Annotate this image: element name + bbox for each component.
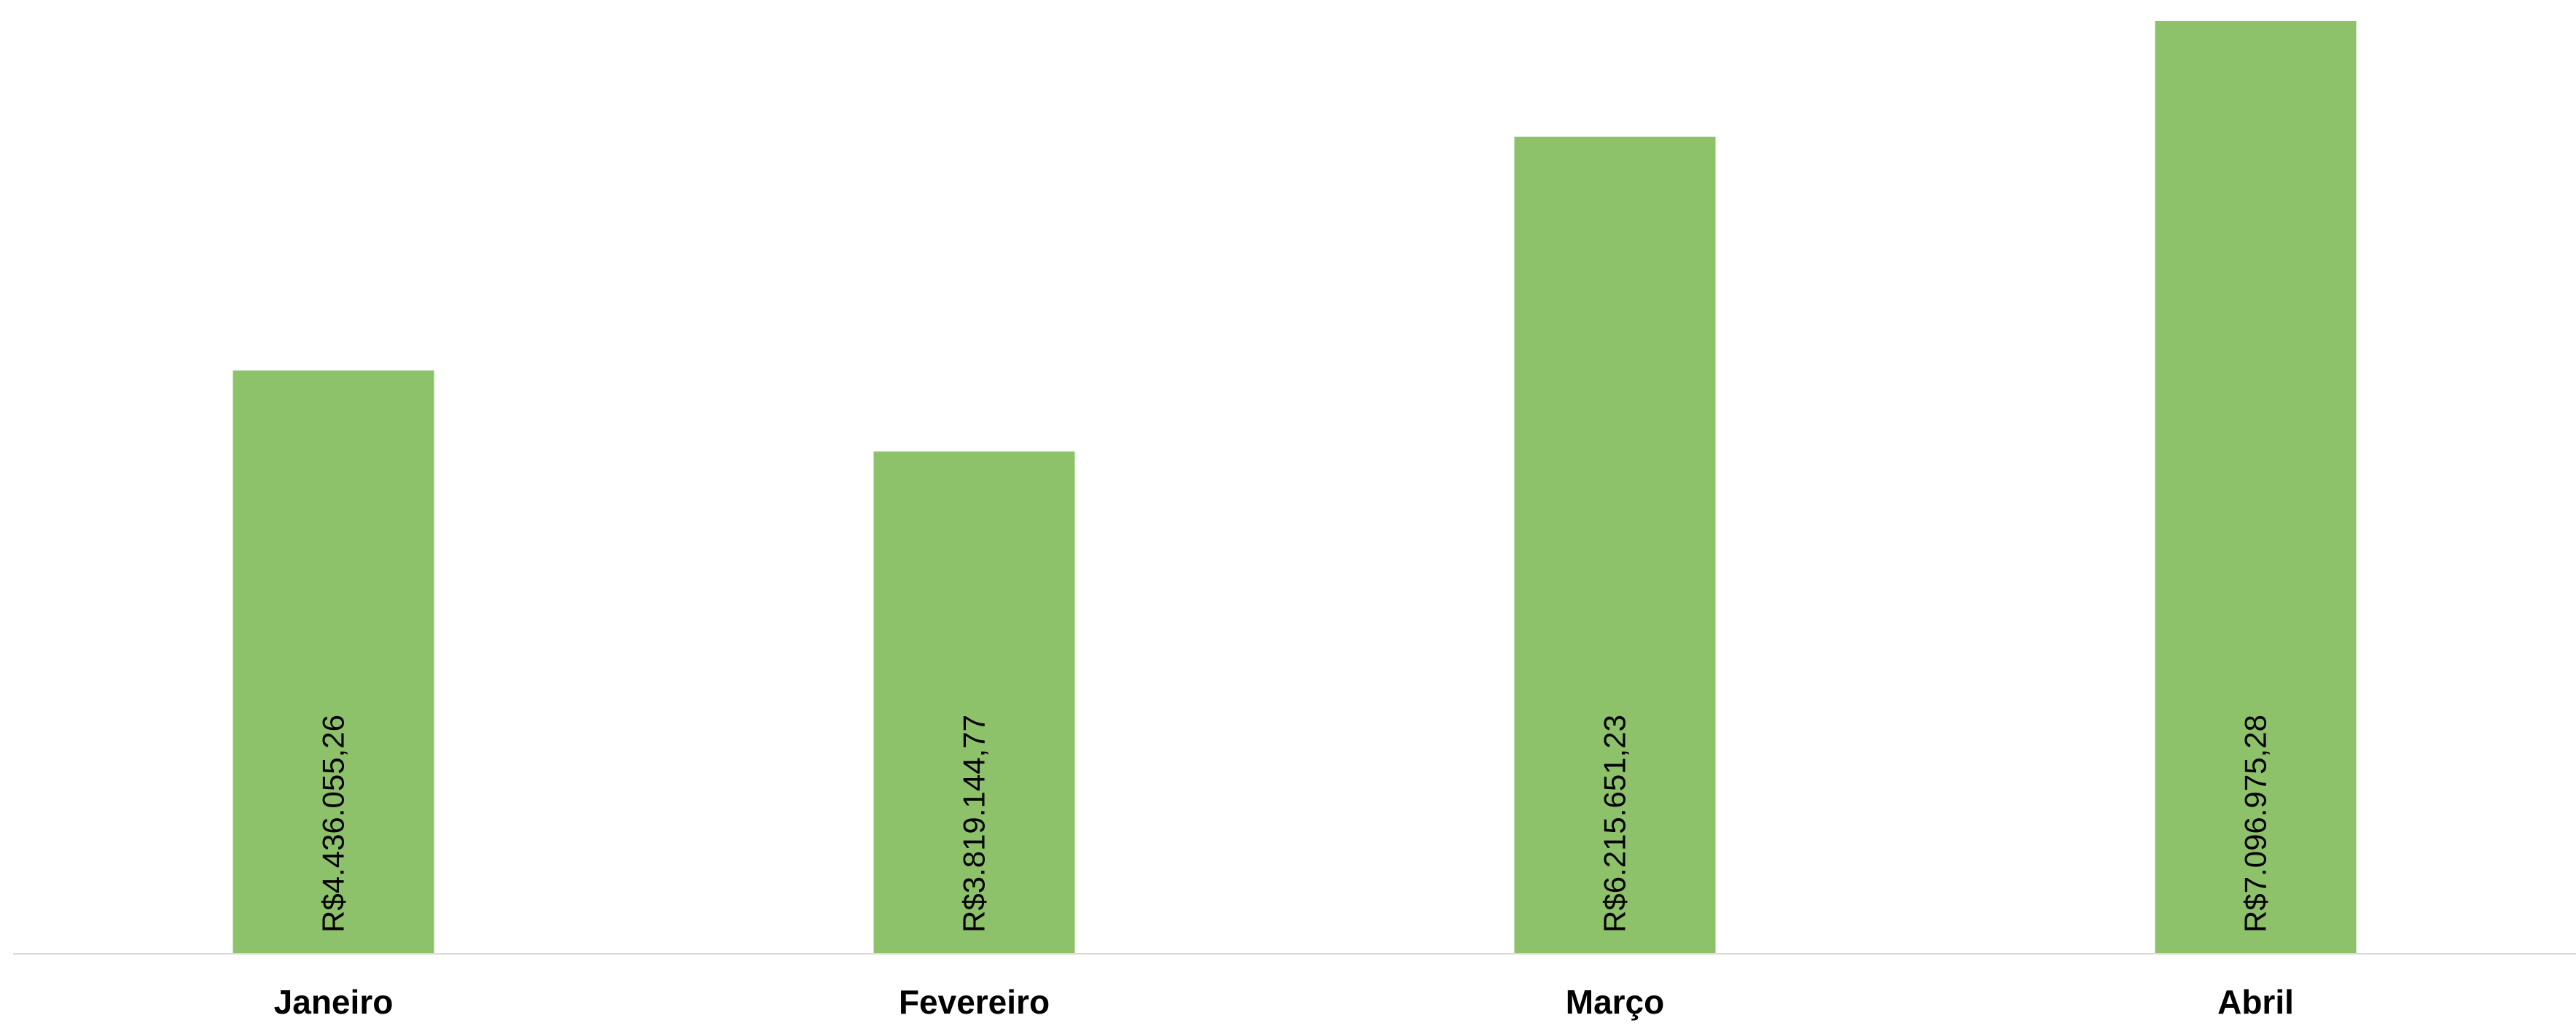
bar-4 [2155,20,2357,953]
bar-2 [873,451,1075,953]
bar-1 [233,370,434,953]
x-tick-label-4: Abril [2217,983,2294,1021]
x-tick-label-3: Março [1566,983,1664,1021]
data-label-4: R$7.096.975,28 [2239,715,2273,933]
data-label-2: R$3.819.144,77 [957,715,991,933]
data-labels-layer: R$4.436.055,26 R$3.819.144,77 R$6.215.651,… [316,715,2273,933]
bar-3 [1514,136,1716,954]
data-label-3: R$6.215.651,23 [1598,715,1632,933]
x-tick-labels-layer: Janeiro Fevereiro Março Abril [274,983,2294,1021]
x-tick-label-1: Janeiro [274,983,394,1021]
data-label-1: R$4.436.055,26 [316,715,351,933]
x-tick-label-2: Fevereiro [899,983,1050,1021]
bars-layer [233,20,2357,954]
